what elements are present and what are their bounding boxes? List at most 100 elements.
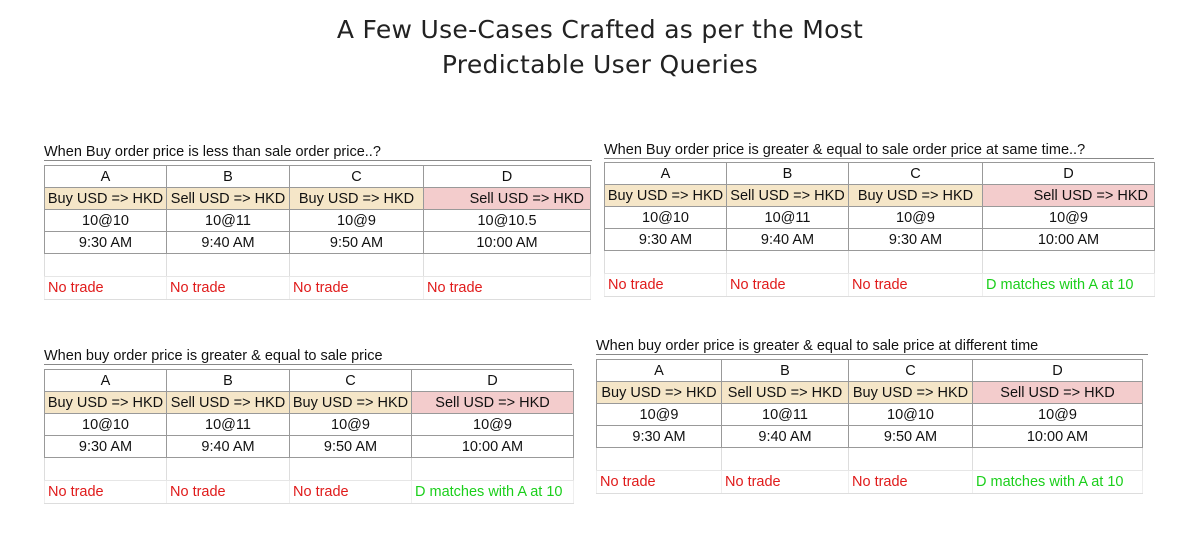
price-cell-d: 10@9 bbox=[972, 403, 1143, 426]
price-cell-c: 10@10 bbox=[848, 403, 973, 426]
column-header-row: A B C D bbox=[596, 359, 1143, 382]
result-cell-b: No trade bbox=[166, 276, 290, 300]
column-header-d: D bbox=[982, 162, 1155, 185]
price-cell-d: 10@10.5 bbox=[423, 209, 591, 232]
blank-row bbox=[596, 447, 1143, 471]
time-cell-b: 9:40 AM bbox=[166, 435, 290, 458]
price-row: 10@9 10@11 10@10 10@9 bbox=[596, 403, 1143, 426]
result-cell-b: No trade bbox=[721, 470, 849, 494]
price-cell-d: 10@9 bbox=[411, 413, 574, 436]
blank-row bbox=[44, 253, 591, 277]
result-cell-c: No trade bbox=[289, 480, 412, 504]
blank-row bbox=[604, 250, 1155, 274]
price-row: 10@10 10@11 10@9 10@9 bbox=[44, 413, 574, 436]
result-cell-a: No trade bbox=[44, 276, 167, 300]
page-title: A Few Use-Cases Crafted as per the Most … bbox=[0, 12, 1200, 82]
result-row: No trade No trade No trade D matches wit… bbox=[44, 480, 574, 504]
price-cell-b: 10@11 bbox=[726, 206, 849, 229]
result-cell-d: No trade bbox=[423, 276, 591, 300]
use-case-caption: When buy order price is greater & equal … bbox=[44, 348, 572, 365]
order-table: A B C D Buy USD => HKD Sell USD => HKD B… bbox=[44, 369, 574, 504]
time-row: 9:30 AM 9:40 AM 9:50 AM 10:00 AM bbox=[596, 425, 1143, 448]
role-cell-c: Buy USD => HKD bbox=[848, 184, 983, 207]
time-cell-a: 9:30 AM bbox=[44, 231, 167, 254]
price-cell-c: 10@9 bbox=[289, 209, 424, 232]
page-title-line-2: Predictable User Queries bbox=[441, 50, 759, 79]
price-cell-a: 10@10 bbox=[44, 209, 167, 232]
column-header-a: A bbox=[44, 369, 167, 392]
role-cell-c: Buy USD => HKD bbox=[289, 187, 424, 210]
column-header-d: D bbox=[411, 369, 574, 392]
column-header-b: B bbox=[166, 165, 290, 188]
use-case-3: When buy order price is greater & equal … bbox=[44, 348, 584, 513]
column-header-d: D bbox=[972, 359, 1143, 382]
result-cell-d: D matches with A at 10 bbox=[982, 273, 1155, 297]
column-header-a: A bbox=[44, 165, 167, 188]
column-header-row: A B C D bbox=[604, 162, 1155, 185]
column-header-row: A B C D bbox=[44, 369, 574, 392]
time-cell-d: 10:00 AM bbox=[982, 228, 1155, 251]
order-table: A B C D Buy USD => HKD Sell USD => HKD B… bbox=[604, 162, 1155, 297]
time-row: 9:30 AM 9:40 AM 9:50 AM 10:00 AM bbox=[44, 435, 574, 458]
column-header-a: A bbox=[596, 359, 722, 382]
result-row: No trade No trade No trade D matches wit… bbox=[604, 273, 1155, 297]
role-cell-c: Buy USD => HKD bbox=[848, 381, 973, 404]
time-row: 9:30 AM 9:40 AM 9:50 AM 10:00 AM bbox=[44, 231, 591, 254]
time-cell-a: 9:30 AM bbox=[604, 228, 727, 251]
role-cell-b: Sell USD => HKD bbox=[166, 187, 290, 210]
result-cell-c: No trade bbox=[848, 470, 973, 494]
time-cell-c: 9:50 AM bbox=[289, 231, 424, 254]
time-cell-d: 10:00 AM bbox=[423, 231, 591, 254]
order-role-row: Buy USD => HKD Sell USD => HKD Buy USD =… bbox=[604, 184, 1155, 207]
result-cell-b: No trade bbox=[166, 480, 290, 504]
result-cell-c: No trade bbox=[289, 276, 424, 300]
price-cell-b: 10@11 bbox=[721, 403, 849, 426]
role-cell-a: Buy USD => HKD bbox=[604, 184, 727, 207]
use-case-caption: When buy order price is greater & equal … bbox=[596, 338, 1148, 355]
time-cell-a: 9:30 AM bbox=[596, 425, 722, 448]
column-header-c: C bbox=[289, 165, 424, 188]
blank-row bbox=[44, 457, 574, 481]
price-cell-d: 10@9 bbox=[982, 206, 1155, 229]
column-header-c: C bbox=[848, 162, 983, 185]
use-case-caption: When Buy order price is less than sale o… bbox=[44, 144, 592, 161]
time-cell-a: 9:30 AM bbox=[44, 435, 167, 458]
order-role-row: Buy USD => HKD Sell USD => HKD Buy USD =… bbox=[596, 381, 1143, 404]
time-cell-b: 9:40 AM bbox=[726, 228, 849, 251]
column-header-d: D bbox=[423, 165, 591, 188]
price-row: 10@10 10@11 10@9 10@10.5 bbox=[44, 209, 591, 232]
role-cell-d: Sell USD => HKD bbox=[972, 381, 1143, 404]
use-case-4: When buy order price is greater & equal … bbox=[596, 338, 1152, 508]
role-cell-a: Buy USD => HKD bbox=[44, 391, 167, 414]
price-row: 10@10 10@11 10@9 10@9 bbox=[604, 206, 1155, 229]
role-cell-d: Sell USD => HKD bbox=[423, 187, 591, 210]
column-header-row: A B C D bbox=[44, 165, 591, 188]
price-cell-c: 10@9 bbox=[848, 206, 983, 229]
use-case-1: When Buy order price is less than sale o… bbox=[44, 144, 594, 304]
order-role-row: Buy USD => HKD Sell USD => HKD Buy USD =… bbox=[44, 391, 574, 414]
result-cell-d: D matches with A at 10 bbox=[411, 480, 574, 504]
role-cell-d: Sell USD => HKD bbox=[411, 391, 574, 414]
time-row: 9:30 AM 9:40 AM 9:30 AM 10:00 AM bbox=[604, 228, 1155, 251]
result-cell-a: No trade bbox=[604, 273, 727, 297]
result-cell-d: D matches with A at 10 bbox=[972, 470, 1143, 494]
time-cell-d: 10:00 AM bbox=[411, 435, 574, 458]
price-cell-b: 10@11 bbox=[166, 209, 290, 232]
role-cell-a: Buy USD => HKD bbox=[44, 187, 167, 210]
role-cell-b: Sell USD => HKD bbox=[166, 391, 290, 414]
price-cell-a: 10@9 bbox=[596, 403, 722, 426]
result-cell-a: No trade bbox=[596, 470, 722, 494]
use-case-2: When Buy order price is greater & equal … bbox=[604, 142, 1156, 302]
time-cell-c: 9:50 AM bbox=[289, 435, 412, 458]
role-cell-b: Sell USD => HKD bbox=[726, 184, 849, 207]
column-header-c: C bbox=[289, 369, 412, 392]
time-cell-d: 10:00 AM bbox=[972, 425, 1143, 448]
time-cell-c: 9:50 AM bbox=[848, 425, 973, 448]
column-header-b: B bbox=[166, 369, 290, 392]
order-role-row: Buy USD => HKD Sell USD => HKD Buy USD =… bbox=[44, 187, 591, 210]
time-cell-b: 9:40 AM bbox=[166, 231, 290, 254]
column-header-c: C bbox=[848, 359, 973, 382]
result-row: No trade No trade No trade D matches wit… bbox=[596, 470, 1143, 494]
result-cell-c: No trade bbox=[848, 273, 983, 297]
column-header-b: B bbox=[726, 162, 849, 185]
